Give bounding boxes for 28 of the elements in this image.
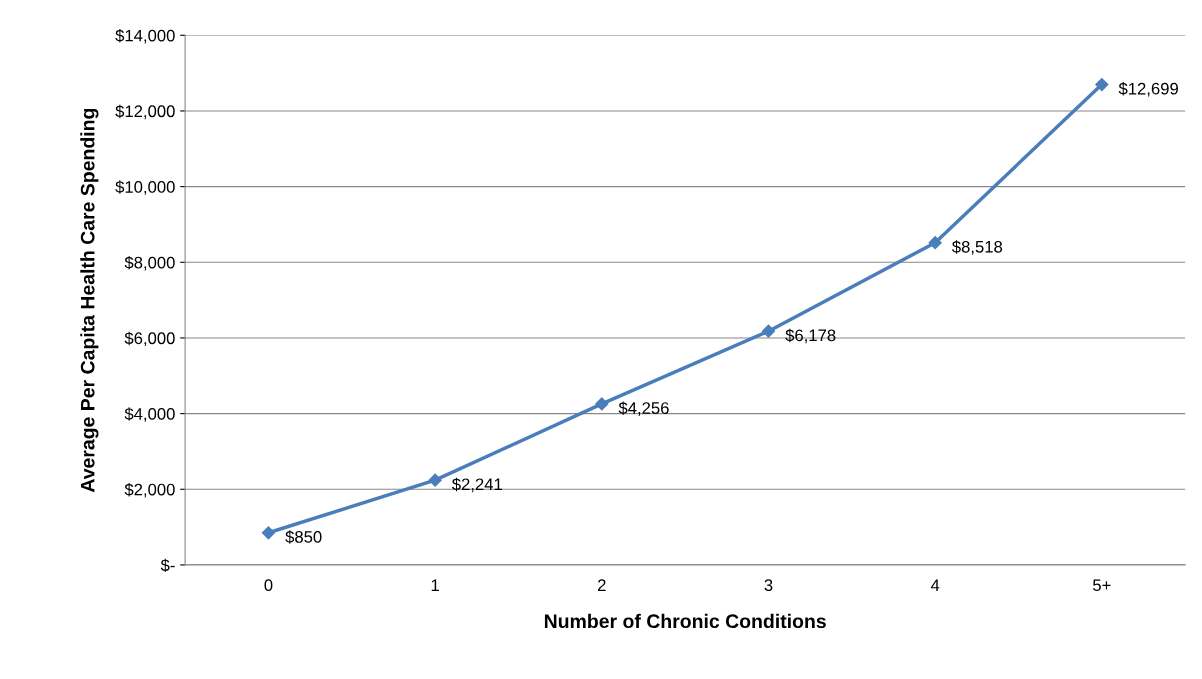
y-tick-label: $14,000 bbox=[115, 29, 175, 44]
point bbox=[761, 324, 776, 338]
data-label: $4,256 bbox=[618, 401, 669, 416]
point bbox=[928, 236, 942, 250]
y-tick-label: $10,000 bbox=[115, 180, 175, 195]
x-tick-label: 4 bbox=[930, 579, 940, 591]
y-tick-label: $4,000 bbox=[124, 407, 175, 422]
y-tick-label: $2,000 bbox=[124, 482, 175, 498]
point bbox=[1095, 77, 1109, 92]
x-tick-label: 3 bbox=[764, 579, 773, 592]
y-tick-label: $8,000 bbox=[124, 255, 175, 271]
y-tick-label: $- bbox=[160, 558, 175, 573]
x-tick-label: 5+ bbox=[1093, 579, 1111, 592]
x-tick-label: 0 bbox=[264, 579, 273, 592]
x-axis-title: Number of Chronic Conditions bbox=[544, 613, 826, 629]
y-axis-title: Average Per Capita Health Care Spending bbox=[80, 108, 99, 493]
data-label: $8,518 bbox=[952, 240, 1003, 255]
data-label: $2,241 bbox=[451, 477, 502, 493]
data-label: $6,178 bbox=[785, 328, 836, 344]
x-tick-label: 1 bbox=[431, 579, 439, 591]
y-tick-label: $6,000 bbox=[124, 331, 175, 347]
point bbox=[428, 473, 442, 487]
x-tick-label: 2 bbox=[598, 579, 606, 591]
point bbox=[595, 397, 609, 411]
y-tick-label: $12,000 bbox=[115, 104, 175, 120]
data-label: $12,699 bbox=[1118, 82, 1178, 97]
data-label: $850 bbox=[285, 530, 322, 544]
point bbox=[261, 526, 276, 540]
